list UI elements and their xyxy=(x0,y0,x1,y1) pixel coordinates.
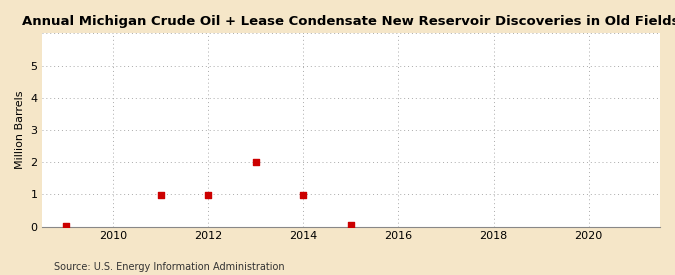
Point xyxy=(155,193,166,197)
Text: Source: U.S. Energy Information Administration: Source: U.S. Energy Information Administ… xyxy=(54,262,285,272)
Point xyxy=(346,223,356,227)
Title: Annual Michigan Crude Oil + Lease Condensate New Reservoir Discoveries in Old Fi: Annual Michigan Crude Oil + Lease Conden… xyxy=(22,15,675,28)
Point xyxy=(60,224,71,228)
Point xyxy=(203,193,214,197)
Point xyxy=(250,160,261,164)
Y-axis label: Million Barrels: Million Barrels xyxy=(15,91,25,169)
Point xyxy=(298,193,308,197)
